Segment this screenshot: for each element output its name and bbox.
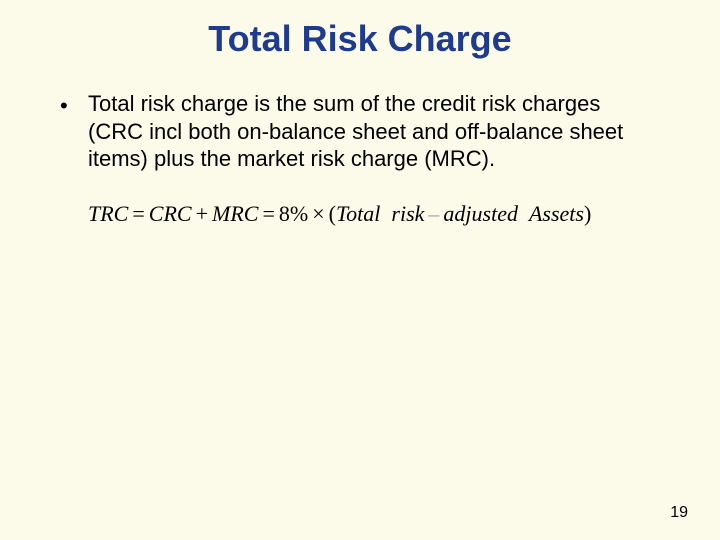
close-paren: ): [584, 201, 591, 226]
bullet-item: • Total risk charge is the sum of the cr…: [60, 90, 660, 173]
formula-mrc: MRC: [212, 201, 258, 226]
bullet-marker: •: [60, 90, 88, 120]
bullet-text: Total risk charge is the sum of the cred…: [88, 90, 660, 173]
formula-crc: CRC: [149, 201, 192, 226]
open-paren: (: [329, 201, 336, 226]
formula-risk: risk: [391, 201, 424, 226]
formula-lhs: TRC: [88, 201, 128, 226]
slide-title: Total Risk Charge: [0, 0, 720, 70]
formula-dash: –: [424, 201, 443, 226]
times: ×: [308, 201, 328, 226]
slide-body: • Total risk charge is the sum of the cr…: [0, 70, 720, 227]
formula-adjusted: adjusted: [443, 201, 518, 226]
page-number: 19: [670, 504, 688, 522]
formula-pct: 8%: [279, 201, 308, 226]
equals-1: =: [128, 201, 148, 226]
formula-total: Total: [336, 201, 380, 226]
plus: +: [192, 201, 212, 226]
equals-2: =: [258, 201, 278, 226]
formula: TRC=CRC+MRC=8%×(Total risk–adjusted Asse…: [60, 201, 660, 227]
formula-assets: Assets: [529, 201, 584, 226]
slide: Total Risk Charge • Total risk charge is…: [0, 0, 720, 540]
